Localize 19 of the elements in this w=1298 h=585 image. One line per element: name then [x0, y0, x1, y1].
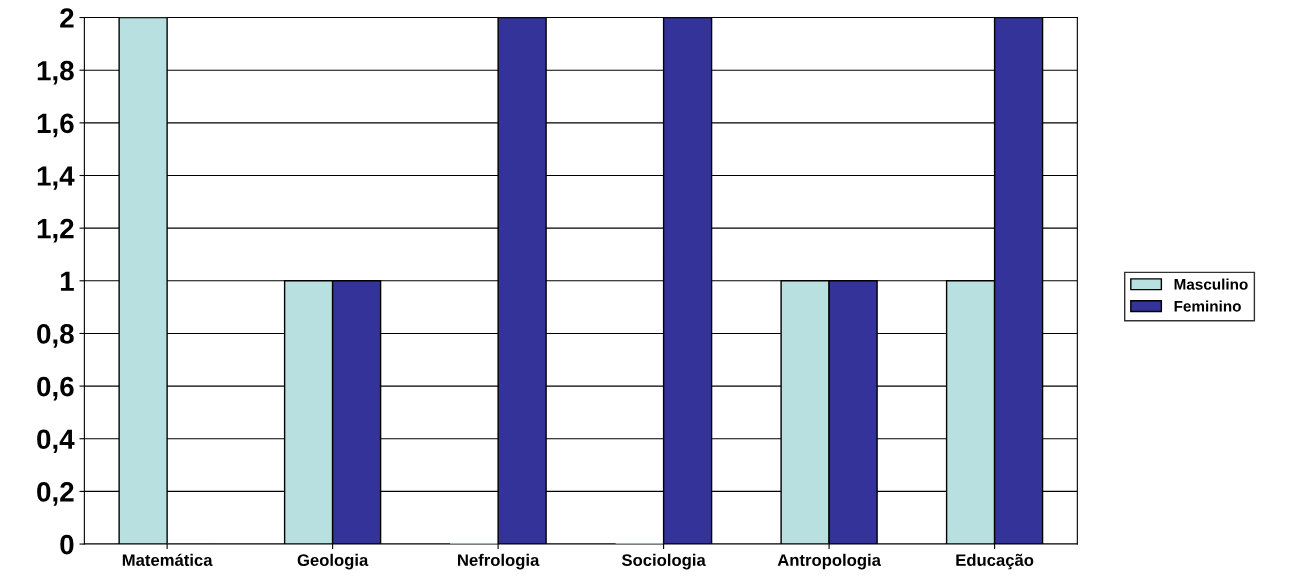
x-tick-label: Geologia — [297, 553, 369, 570]
y-tick-label: 0,6 — [37, 376, 74, 401]
y-tick-label: 1,8 — [37, 60, 74, 85]
x-tick-label: Antropologia — [777, 553, 882, 570]
y-tick-label: 1 — [60, 271, 74, 291]
y-tick-label: 2 — [60, 8, 74, 28]
y-tick-label: 1,4 — [37, 166, 75, 190]
y-tick-label: 0,8 — [37, 324, 74, 348]
y-tick-label: 1,2 — [37, 218, 74, 243]
legend-label: Masculino — [1174, 278, 1248, 290]
legend-label: Feminino — [1174, 300, 1241, 312]
y-tick-label: 0,2 — [37, 482, 74, 506]
x-tick-label: Sociologia — [621, 553, 706, 570]
x-tick-label: Matemática — [122, 553, 213, 567]
x-tick-label: Educação — [956, 553, 1034, 570]
y-tick-label: 0 — [60, 534, 74, 555]
x-tick-label: Nefrologia — [458, 553, 540, 570]
y-tick-label: 1,6 — [37, 113, 74, 138]
y-tick-label: 0,4 — [37, 429, 75, 454]
